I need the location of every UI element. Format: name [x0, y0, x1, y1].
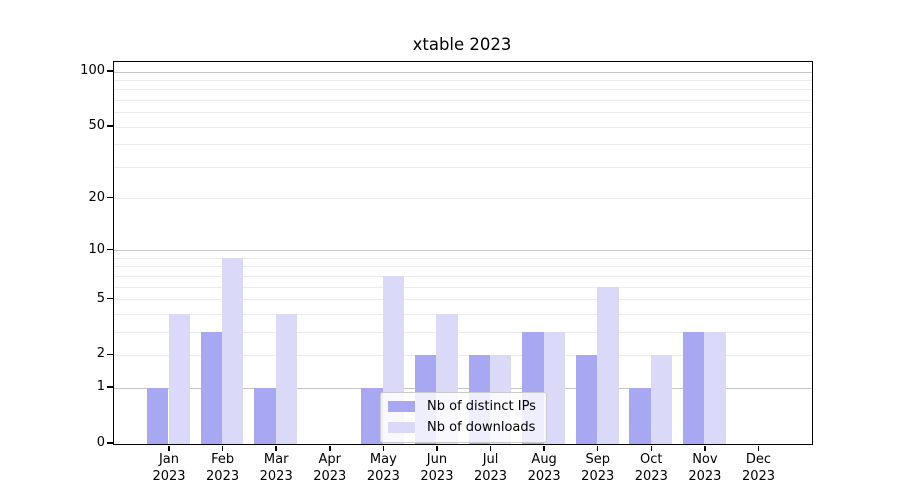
xtick-mark — [275, 446, 277, 451]
ytick-label-0: 0 — [96, 435, 105, 450]
ytick-label-1: 1 — [96, 379, 105, 395]
xtick-label-oct: Oct 2023 — [634, 452, 668, 484]
xtick-label-dec: Dec 2023 — [741, 452, 776, 484]
xtick-mark — [221, 446, 224, 451]
ytick-label-5: 5 — [96, 290, 105, 306]
xtick-label-jul: Jul 2023 — [473, 452, 508, 484]
xtick-mark — [757, 446, 760, 451]
bar-distinct-ips-feb — [200, 332, 223, 444]
gridline-6 — [114, 286, 812, 288]
ytick-label-100: 100 — [80, 63, 105, 79]
gridline-50 — [114, 126, 812, 128]
xtick-mark — [489, 446, 492, 451]
ytick-mark — [107, 386, 113, 388]
gridline-60 — [114, 112, 812, 114]
gridline-100 — [114, 71, 812, 73]
bar-downloads-oct — [650, 355, 673, 444]
plot-area: Nb of distinct IPs Nb of downloads — [113, 61, 813, 445]
legend: Nb of distinct IPs Nb of downloads — [380, 392, 547, 443]
chart-title: xtable 2023 — [412, 35, 512, 54]
ytick-label-10: 10 — [88, 241, 105, 257]
gridline-1 — [114, 387, 812, 389]
gridline-90 — [114, 79, 812, 81]
gridline-70 — [114, 99, 812, 101]
xtick-mark — [382, 446, 385, 451]
ytick-mark — [107, 70, 113, 72]
xtick-label-feb: Feb 2023 — [206, 452, 240, 484]
bar-downloads-mar — [275, 314, 298, 444]
bar-distinct-ips-nov — [683, 332, 705, 444]
gridline-8 — [114, 266, 812, 268]
xtick-mark — [543, 446, 545, 451]
gridline-80 — [114, 89, 812, 91]
xtick-label-may: May 2023 — [366, 452, 400, 484]
xtick-label-jan: Jan 2023 — [152, 452, 186, 484]
ytick-mark — [107, 196, 113, 199]
gridline-20 — [114, 198, 812, 200]
xtick-mark — [329, 446, 331, 451]
xtick-mark — [596, 446, 599, 451]
ytick-label-2: 2 — [96, 346, 105, 362]
bar-distinct-ips-jan — [147, 388, 169, 444]
legend-swatch-downloads — [388, 422, 415, 433]
bar-distinct-ips-may — [361, 388, 383, 444]
bar-downloads-sep — [597, 287, 619, 444]
gridline-9 — [114, 257, 812, 259]
bar-downloads-nov — [704, 332, 726, 444]
ytick-label-20: 20 — [88, 189, 105, 205]
gridline-40 — [114, 144, 812, 146]
xtick-label-apr: Apr 2023 — [313, 452, 347, 484]
xtick-label-mar: Mar 2023 — [259, 452, 293, 484]
gridline-30 — [114, 166, 812, 168]
xtick-mark — [650, 446, 653, 451]
bar-downloads-feb — [222, 258, 244, 444]
bar-downloads-jan — [168, 314, 190, 444]
xtick-label-sep: Sep 2023 — [581, 452, 615, 484]
bar-distinct-ips-mar — [254, 388, 276, 444]
bar-downloads-aug — [543, 332, 566, 444]
xtick-label-jun: Jun 2023 — [420, 452, 454, 484]
gridline-3 — [114, 331, 812, 333]
xtick-mark — [168, 446, 170, 451]
gridline-7 — [114, 275, 812, 277]
legend-swatch-distinct-ips — [388, 401, 415, 412]
xtick-label-aug: Aug 2023 — [527, 452, 561, 484]
xtick-mark — [436, 446, 438, 451]
bar-distinct-ips-sep — [575, 355, 598, 444]
gridline-4 — [114, 313, 812, 315]
ytick-mark — [107, 442, 113, 444]
legend-entry-downloads: Nb of downloads — [388, 420, 536, 435]
legend-label-downloads: Nb of downloads — [427, 420, 536, 435]
xtick-label-nov: Nov 2023 — [688, 452, 722, 484]
ytick-mark — [107, 353, 113, 356]
legend-entry-distinct-ips: Nb of distinct IPs — [388, 399, 536, 414]
legend-label-distinct-ips: Nb of distinct IPs — [427, 399, 536, 414]
gridline-10 — [114, 250, 812, 252]
ytick-mark — [107, 297, 113, 300]
xtick-mark — [704, 446, 706, 451]
gridline-5 — [114, 299, 812, 301]
ytick-label-50: 50 — [88, 118, 105, 134]
bar-distinct-ips-oct — [629, 388, 651, 444]
ytick-mark — [107, 125, 113, 127]
ytick-mark — [107, 248, 113, 251]
gridline-2 — [114, 354, 812, 356]
